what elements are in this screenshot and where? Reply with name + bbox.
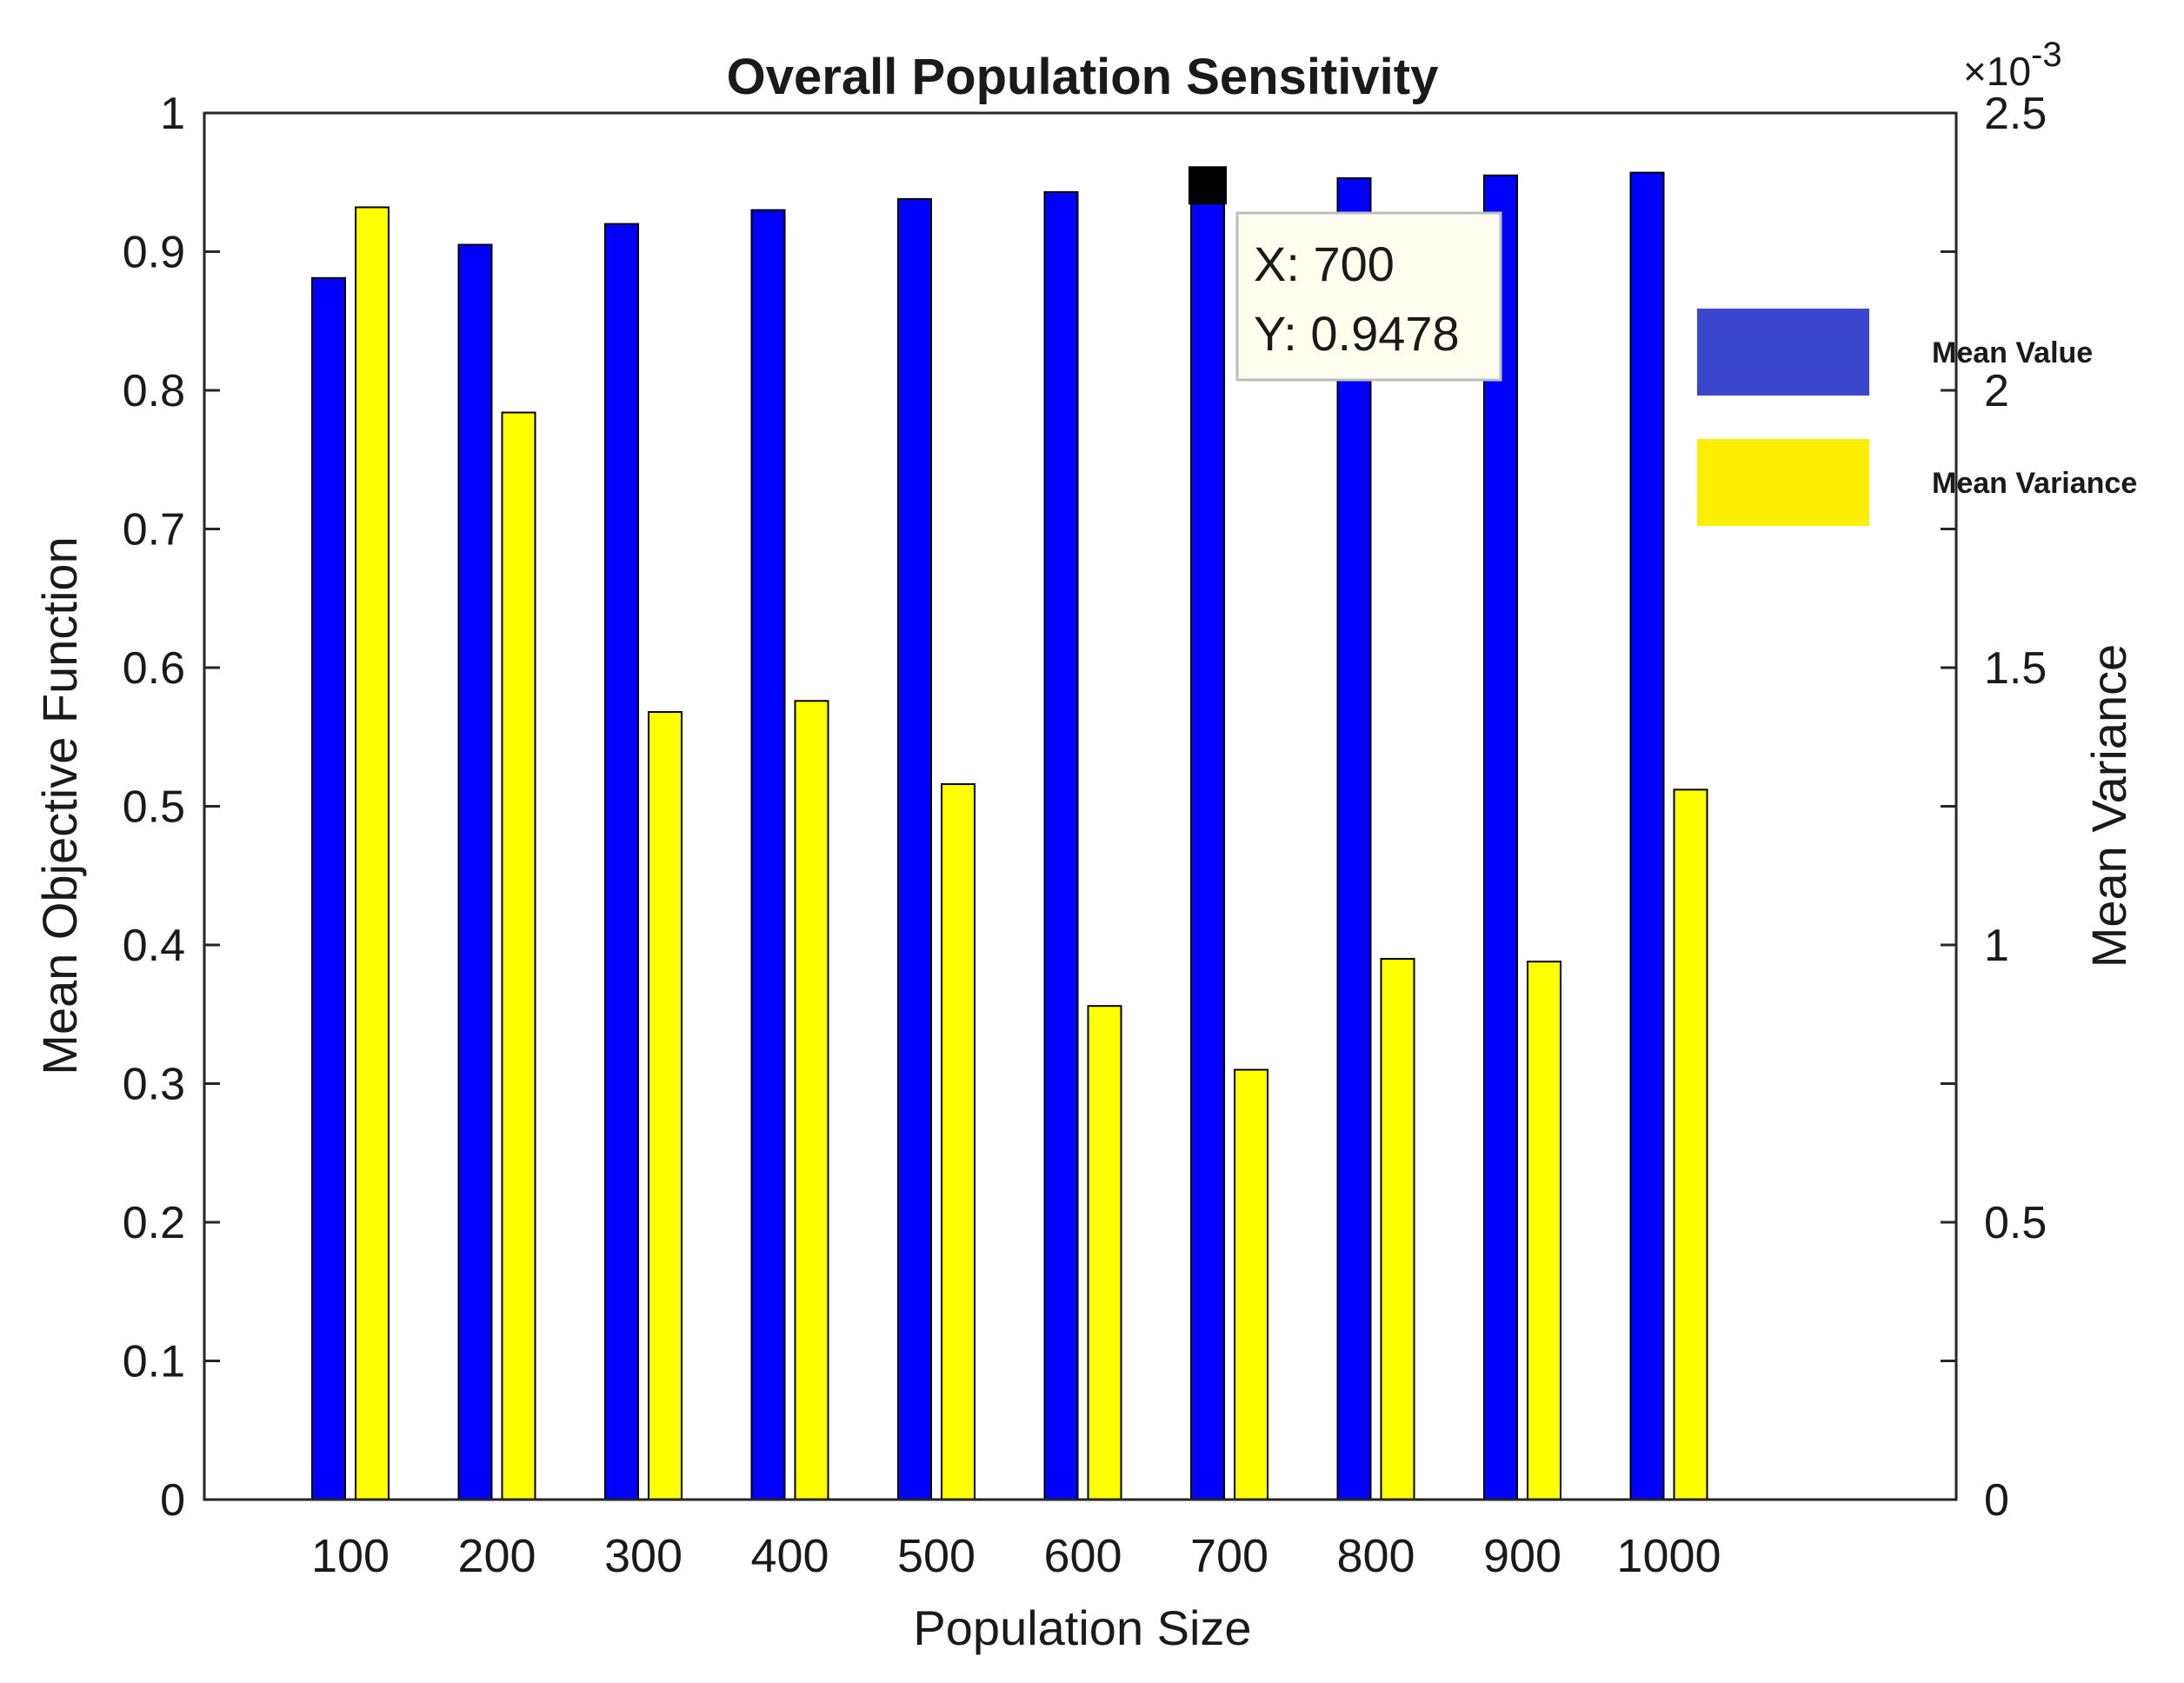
bar-mean-value-400 (750, 209, 786, 1500)
x-tick-label: 400 (750, 1530, 829, 1582)
y-tick-label-left: 0.5 (123, 782, 185, 833)
x-tick-label: 800 (1336, 1530, 1415, 1582)
x-tick-label: 300 (604, 1530, 682, 1582)
bar-mean-variance-100 (355, 206, 390, 1501)
bar-mean-value-600 (1043, 190, 1079, 1500)
y-tick-label-left: 0.7 (123, 505, 185, 555)
x-tick-label: 1000 (1616, 1530, 1721, 1582)
right-axis-multiplier: ×10-3 (1963, 36, 2062, 94)
bar-mean-value-100 (311, 276, 346, 1500)
bar-mean-variance-500 (941, 782, 975, 1500)
y-tick-label-right: 1 (1984, 921, 2009, 971)
bar-mean-variance-1000 (1673, 788, 1708, 1500)
right-axis-multiplier-base: ×10 (1963, 49, 2031, 94)
y-tick-label-left: 0.3 (123, 1060, 185, 1110)
x-tick-label: 600 (1043, 1530, 1122, 1582)
datatip-marker[interactable] (1189, 166, 1227, 205)
y-tick-label-left: 0.8 (123, 366, 185, 416)
legend-label: Mean Variance (1932, 467, 2137, 500)
bar-mean-value-200 (457, 243, 493, 1500)
bar-mean-variance-400 (794, 700, 829, 1500)
bar-mean-variance-700 (1234, 1068, 1268, 1501)
y-tick-label-right: 0.5 (1984, 1198, 2047, 1248)
x-tick-label: 100 (311, 1530, 390, 1582)
legend: Mean Value Mean Variance (1697, 309, 2137, 526)
y-tick-label-left: 0.4 (123, 921, 185, 971)
axes-layer: 100 200 300 400 500 600 700 800 900 1000 0 0.1 0.2 0.… (123, 89, 2048, 1582)
datatip-box (1235, 211, 1502, 382)
bars-layer (311, 171, 1708, 1501)
bar-mean-variance-600 (1087, 1005, 1122, 1501)
y-tick-label-left: 0 (160, 1475, 185, 1526)
datatip-x-text: X: 700 (1254, 236, 1395, 291)
legend-swatch (1697, 439, 1869, 526)
x-tick-label: 500 (897, 1530, 975, 1582)
bar-mean-variance-900 (1527, 961, 1561, 1500)
x-tick-label: 900 (1483, 1530, 1561, 1582)
bar-mean-value-500 (897, 197, 932, 1500)
datatip: X: 700 Y: 0.9478 (1189, 166, 1502, 382)
y-tick-label-left: 0.9 (123, 228, 185, 278)
datatip-y-text: Y: 0.9478 (1254, 306, 1460, 361)
y-tick-label-right: 1.5 (1984, 643, 2047, 694)
bar-mean-value-700 (1190, 184, 1225, 1500)
right-axis-multiplier-exponent: -3 (2031, 36, 2062, 74)
bar-mean-variance-300 (648, 711, 682, 1500)
bar-mean-value-300 (604, 223, 639, 1501)
x-tick-label: 200 (457, 1530, 536, 1582)
y-tick-label-right: 2 (1984, 366, 2009, 416)
y-tick-label-left: 1 (160, 89, 185, 139)
y-axis-label-right: Mean Variance (2081, 644, 2136, 968)
y-tick-label-right: 2.5 (1984, 89, 2047, 139)
y-tick-label-right: 0 (1984, 1475, 2009, 1526)
bar-mean-value-1000 (1629, 171, 1665, 1501)
x-axis-label: Population Size (913, 1600, 1251, 1655)
y-axis-label-left: Mean Objective Function (32, 536, 87, 1074)
bar-mean-variance-800 (1380, 957, 1415, 1500)
x-tick-label: 700 (1190, 1530, 1268, 1582)
y-tick-label-left: 0.2 (123, 1198, 185, 1248)
y-tick-label-left: 0.6 (123, 643, 185, 694)
legend-swatch (1697, 309, 1869, 396)
bar-mean-variance-200 (501, 411, 536, 1500)
bar-mean-value-900 (1483, 174, 1518, 1500)
chart-title: Overall Population Sensitivity (727, 49, 1439, 105)
legend-label: Mean Value (1932, 336, 2093, 369)
y-tick-label-left: 0.1 (123, 1337, 185, 1387)
